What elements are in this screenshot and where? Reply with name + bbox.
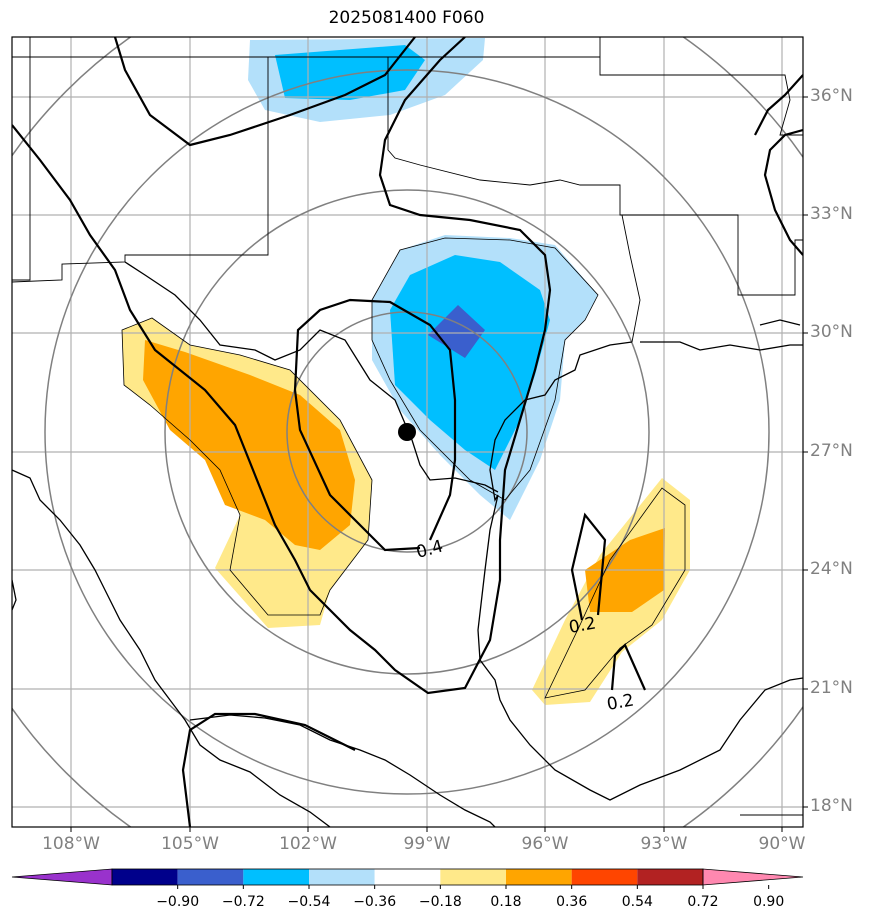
range-rings [12, 37, 803, 827]
colorbar-tick-label: −0.72 [221, 894, 265, 910]
colorbar [11, 868, 804, 889]
lon-label-99w: 99°W [403, 834, 451, 854]
lat-label-24n: 24°N [810, 559, 853, 579]
colorbar-cell [177, 869, 244, 885]
lon-label-102w: 102°W [279, 834, 337, 854]
lat-label-36n: 36°N [810, 86, 853, 106]
map-canvas[interactable]: 0.4 0.2 0.2 [0, 0, 873, 860]
colorbar-tick-label: −0.54 [287, 894, 331, 910]
contour-label-0-2-upper: 0.2 [567, 614, 597, 638]
colorbar-cell [637, 869, 703, 885]
map-frame [11, 36, 804, 828]
lat-label-27n: 27°N [810, 441, 853, 461]
lon-label-108w: 108°W [42, 834, 100, 854]
contour-label-0-2-lower: 0.2 [605, 691, 635, 715]
lat-label-21n: 21°N [810, 678, 853, 698]
colorbar-cell [112, 869, 178, 885]
colorbar-outline [111, 868, 704, 886]
colorbar-cell [506, 869, 572, 885]
colorbar-tick-label: 0.90 [753, 894, 785, 910]
coastlines [12, 261, 803, 827]
negative-anomaly-north [248, 38, 485, 122]
graticule [12, 37, 803, 827]
colorbar-tick-label: 0.72 [687, 894, 719, 910]
lon-label-93w: 93°W [640, 834, 688, 854]
colorbar-extend-low [11, 868, 113, 886]
map-title: 2025081400 F060 [328, 8, 485, 28]
field-outlines [121, 237, 686, 699]
contour-lines [12, 37, 803, 827]
lon-label-105w: 105°W [161, 834, 219, 854]
colorbar-cell [309, 869, 375, 885]
colorbar-tick-label: −0.36 [353, 894, 397, 910]
colorbar-tick-label: 0.54 [621, 894, 653, 910]
colorbar-extend-high [702, 868, 804, 886]
negative-anomaly-center [372, 235, 598, 520]
positive-anomaly-west [122, 318, 372, 628]
colorbar-cell [571, 869, 638, 885]
colorbar-tick-label: 0.36 [556, 894, 588, 910]
lon-label-90w: 90°W [758, 834, 806, 854]
lat-label-30n: 30°N [810, 322, 853, 342]
axis-ticks [70, 96, 808, 832]
colorbar-tick-label: −0.90 [156, 894, 200, 910]
lon-label-96w: 96°W [521, 834, 569, 854]
colorbar-cell [374, 869, 441, 885]
lat-label-18n: 18°N [810, 796, 853, 816]
colorbar-cell [243, 869, 309, 885]
storm-center-marker[interactable] [398, 423, 416, 441]
colorbar-tick-label: −0.18 [418, 894, 462, 910]
colorbar-cell [440, 869, 506, 885]
colorbar-tick-label: 0.18 [490, 894, 522, 910]
lat-label-33n: 33°N [810, 204, 853, 224]
